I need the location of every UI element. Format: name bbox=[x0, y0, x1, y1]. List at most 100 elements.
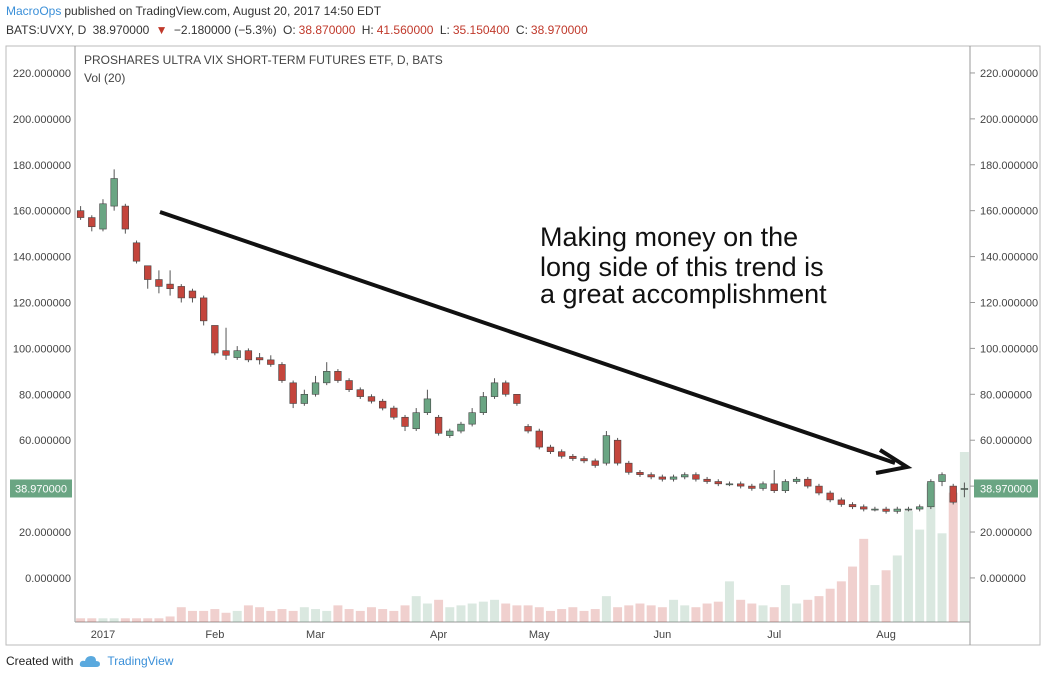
x-tick-label: May bbox=[529, 629, 550, 641]
x-tick-label: Aug bbox=[876, 629, 896, 641]
candle-body bbox=[502, 382, 510, 395]
candle-body bbox=[591, 460, 599, 466]
y-tick-label: 80.000000 bbox=[980, 389, 1032, 401]
ohlc-value: 38.970000 bbox=[530, 23, 588, 37]
candle-body bbox=[490, 382, 499, 397]
volume-bar bbox=[109, 618, 119, 622]
volume-bar bbox=[859, 538, 869, 622]
last-price-box bbox=[974, 479, 1038, 498]
candle-body bbox=[781, 481, 790, 492]
candle-body bbox=[826, 492, 834, 501]
candle-body bbox=[457, 423, 465, 432]
candle-body bbox=[848, 504, 857, 508]
candle-body bbox=[132, 242, 141, 262]
volume-bar bbox=[568, 607, 578, 622]
volume-bar bbox=[590, 609, 600, 622]
candle-body bbox=[904, 508, 913, 511]
published: published on TradingView.com, August 20,… bbox=[64, 4, 382, 18]
volume-bar bbox=[456, 605, 466, 622]
candle-body bbox=[255, 357, 264, 361]
volume-bar bbox=[579, 610, 589, 622]
ohlc-label: H: bbox=[361, 23, 374, 37]
volume-bar bbox=[747, 603, 757, 622]
ohlc-value: 35.150400 bbox=[452, 23, 510, 37]
volume-bar bbox=[333, 605, 343, 622]
candle-body bbox=[110, 178, 118, 207]
candle-body bbox=[390, 407, 398, 418]
y-tick-label: 140.000000 bbox=[980, 252, 1038, 264]
candle-body bbox=[267, 359, 275, 365]
candle-body bbox=[871, 508, 879, 511]
candle-body bbox=[513, 394, 521, 404]
volume-bar bbox=[490, 599, 500, 622]
volume-bar bbox=[445, 607, 455, 622]
volume-bar bbox=[76, 618, 86, 622]
author[interactable]: MacroOps bbox=[6, 4, 62, 18]
y-tick-label: 100.000000 bbox=[980, 343, 1038, 355]
annotation: a great accomplishment bbox=[540, 279, 827, 309]
candle-body bbox=[479, 396, 487, 413]
volume-bar bbox=[613, 607, 623, 622]
volume-bar bbox=[288, 610, 298, 622]
candle-body bbox=[792, 478, 801, 482]
candle-body bbox=[557, 451, 566, 457]
x-tick-label: Apr bbox=[430, 629, 447, 641]
candle-body bbox=[434, 416, 443, 434]
ohlc-label: C: bbox=[515, 23, 528, 37]
annotation: long side of this trend is bbox=[540, 252, 824, 282]
y-tick-label: 0.000000 bbox=[980, 573, 1026, 585]
y-tick-label: 180.000000 bbox=[13, 160, 71, 172]
y-tick-label: 100.000000 bbox=[13, 343, 71, 355]
candle-body bbox=[960, 488, 969, 490]
candle-body bbox=[244, 350, 253, 361]
candle-body bbox=[233, 350, 241, 358]
x-tick-label: 2017 bbox=[91, 629, 115, 641]
volume-bar bbox=[87, 618, 97, 622]
candle-body bbox=[915, 506, 924, 510]
volume-bar bbox=[601, 596, 611, 622]
volume-bar bbox=[266, 610, 276, 622]
volume-bar bbox=[825, 588, 835, 622]
y-tick-label: 180.000000 bbox=[980, 160, 1038, 172]
candle-body bbox=[546, 446, 555, 452]
change: −2.180000 (−5.3%) bbox=[173, 23, 277, 37]
brand[interactable]: TradingView bbox=[107, 654, 174, 668]
volume-bar bbox=[803, 599, 813, 622]
volume-bar bbox=[154, 618, 164, 622]
y-tick-label: 0.000000 bbox=[25, 573, 71, 585]
candle-body bbox=[412, 412, 420, 430]
last-price-box bbox=[10, 479, 72, 498]
candle-body bbox=[569, 455, 577, 459]
volume-bar bbox=[635, 603, 645, 622]
footer: Created with TradingView bbox=[6, 654, 173, 668]
volume-bar bbox=[187, 610, 197, 622]
candle-body bbox=[88, 217, 96, 228]
volume-bar bbox=[322, 610, 332, 622]
candle-body bbox=[938, 474, 946, 482]
publish-line: MacroOps published on TradingView.com, Au… bbox=[6, 4, 384, 18]
volume-bar bbox=[255, 607, 265, 622]
volume-bar bbox=[758, 605, 768, 622]
candle-body bbox=[345, 380, 353, 391]
volume-bar bbox=[311, 609, 321, 622]
volume-bar bbox=[937, 533, 947, 622]
x-tick-label: Jun bbox=[653, 629, 671, 641]
y-tick-label: 80.000000 bbox=[19, 389, 71, 401]
y-tick-label: 20.000000 bbox=[19, 527, 71, 539]
ohlc-value: 41.560000 bbox=[376, 23, 434, 37]
candle-body bbox=[927, 481, 935, 508]
candle-body bbox=[144, 265, 152, 280]
last-price-label: 38.970000 bbox=[15, 483, 67, 495]
candle-body bbox=[602, 435, 611, 464]
volume-bar bbox=[881, 570, 891, 622]
volume-bar bbox=[210, 609, 220, 622]
candle-body bbox=[882, 508, 890, 512]
volume-bar bbox=[915, 529, 925, 622]
candle-body bbox=[535, 430, 543, 448]
y-tick-label: 160.000000 bbox=[980, 206, 1038, 218]
candle-body bbox=[893, 508, 901, 512]
volume-bar bbox=[400, 605, 410, 622]
volume-bar bbox=[434, 599, 444, 622]
volume-bar bbox=[713, 601, 723, 622]
candle-body bbox=[155, 279, 163, 287]
